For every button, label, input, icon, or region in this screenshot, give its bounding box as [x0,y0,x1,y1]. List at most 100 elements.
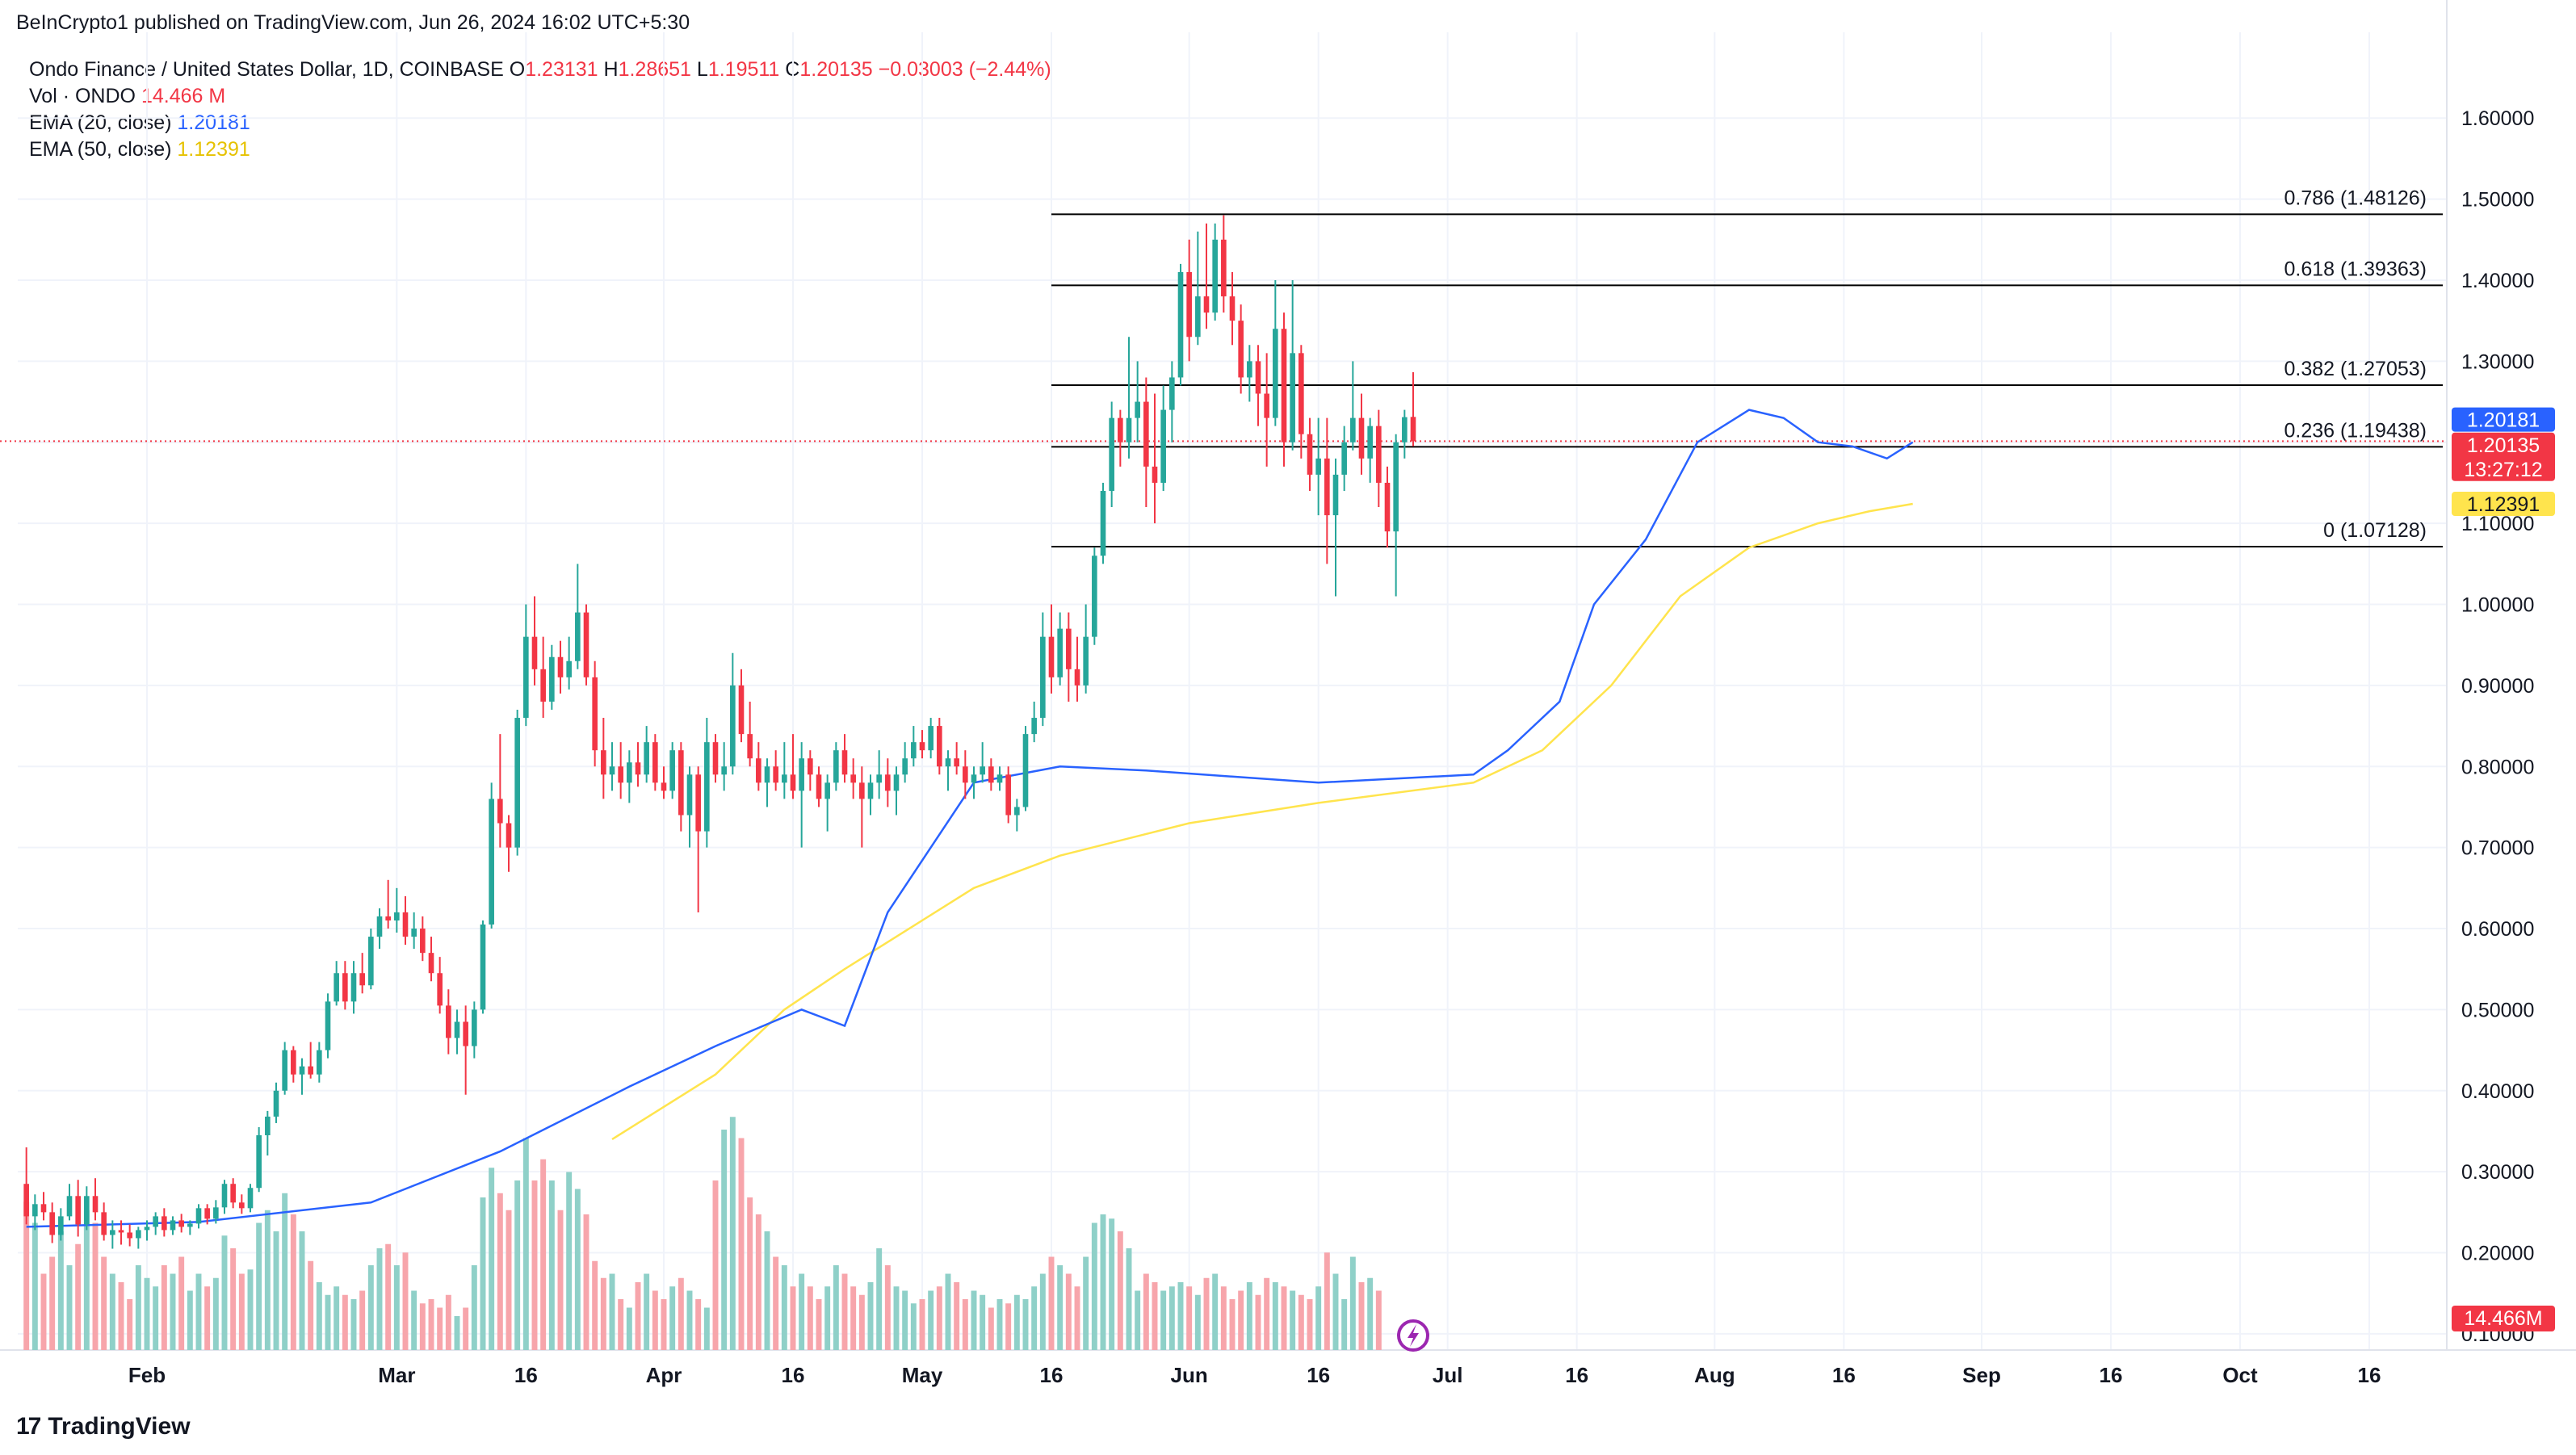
volume-bar [755,1214,761,1350]
candle-body [824,782,830,799]
volume-bar [1220,1286,1227,1350]
volume-bars [23,1117,1382,1350]
volume-bar [1091,1222,1097,1350]
candle-body [282,1050,287,1091]
candle-body [1118,417,1123,442]
candle-body [549,656,555,702]
lightning-icon[interactable] [1397,1319,1429,1352]
y-tick-label: 1.50000 [2461,189,2534,212]
volume-bar [299,1231,305,1350]
candle-body [1229,296,1236,321]
volume-bar [497,1193,503,1350]
volume-bar [980,1294,986,1350]
volume-bar [437,1307,443,1350]
legend-volume-row[interactable]: Vol · ONDO 14.466 M [29,83,1051,110]
candle-body [127,1232,132,1239]
x-tick-label: 16 [782,1363,805,1387]
candle-body [1264,393,1269,418]
candle-body [945,758,951,767]
volume-bar [1186,1286,1193,1350]
volume-bar [1315,1286,1322,1350]
candle-body [101,1212,107,1235]
candle-body [1126,417,1132,442]
high-value: 1.28651 [618,58,691,81]
countdown-label: 13:27:12 [2464,459,2542,481]
candle-body [437,973,443,1006]
volume-bar [738,1138,745,1350]
volume-bar [729,1117,736,1350]
candle-body [1022,734,1029,807]
price-badge [2452,492,2555,517]
candle-body [963,766,968,783]
candle-body [695,774,701,832]
ema20-line [26,409,1914,1228]
candle-body [738,685,745,735]
candle-body [23,1184,29,1217]
volume-bar [1031,1286,1038,1350]
y-tick-label: 1.10000 [2461,513,2534,535]
volume-bar [1367,1277,1374,1350]
candle-body [1083,636,1089,686]
volume-bar [1013,1294,1020,1350]
volume-bar [988,1307,994,1350]
volume-bar [1126,1248,1132,1350]
low-label: L [696,58,708,81]
candle-body [1160,409,1166,483]
volume-bar [531,1180,538,1350]
candle-body [291,1050,296,1075]
low-value: 1.19511 [707,58,780,81]
time-axis[interactable]: Feb Mar 16 Apr 16 May 16 Jun 16 Jul 16 Aug 16 Sep 16 Oc… [128,1363,2381,1387]
volume-bar [256,1222,262,1350]
candle-body [980,766,985,775]
volume-bar [1349,1256,1356,1350]
volume-bar [367,1265,374,1350]
y-tick-label: 0.40000 [2461,1080,2534,1103]
volume-bar [1332,1273,1339,1350]
legend-ema50-row[interactable]: EMA (50, close) 1.12391 [29,136,1051,163]
volume-bar [1307,1299,1313,1350]
volume-bar [230,1248,237,1350]
candle-body [58,1216,64,1235]
candle-body [1014,807,1020,816]
fib-level-label: 0.236 (1.19438) [2284,419,2427,442]
candle-body [1367,426,1373,459]
volume-bar [153,1286,159,1350]
legend-ema20-row[interactable]: EMA (20, close) 1.20181 [29,110,1051,136]
candle-body [1040,636,1046,719]
ema-lines [26,409,1914,1228]
candle-body [1410,417,1416,442]
volume-bar [858,1294,865,1350]
y-tick-label: 0.20000 [2461,1243,2534,1265]
volume-bar [75,1243,82,1350]
fibonacci-retracement[interactable]: 0.786 (1.48126) 0.618 (1.39363) 0.382 (1.2… [1051,187,2443,547]
volume-bar [1160,1290,1167,1350]
volume-bar [669,1286,676,1350]
candle-body [428,953,434,974]
symbol-name[interactable]: Ondo Finance / United States Dollar, 1D,… [29,58,504,81]
tradingview-logo[interactable]: 17 TradingView [16,1413,191,1440]
price-axis[interactable]: 1.600001.500001.400001.300001.200001.100… [2461,107,2534,1346]
candle-body [1177,271,1184,378]
volume-bar [841,1273,848,1350]
volume-bar [1109,1218,1115,1350]
volume-bar [747,1197,753,1350]
volume-bar [592,1260,598,1350]
candle-body [902,758,908,775]
volume-bar [1177,1282,1184,1350]
y-tick-label: 0.90000 [2461,675,2534,698]
volume-bar [790,1286,796,1350]
candle-body [385,916,391,920]
candle-body [686,774,693,816]
candle-body [712,742,719,775]
candles [23,215,1416,1249]
candle-body [221,1184,228,1208]
volume-bar [419,1303,426,1350]
candle-body [1384,482,1391,532]
ema20-value: 1.20181 [177,111,250,134]
volume-bar [49,1256,56,1350]
candle-body [1109,417,1114,491]
candle-body [66,1196,73,1217]
volume-bar [393,1265,400,1350]
candle-body [764,766,770,783]
